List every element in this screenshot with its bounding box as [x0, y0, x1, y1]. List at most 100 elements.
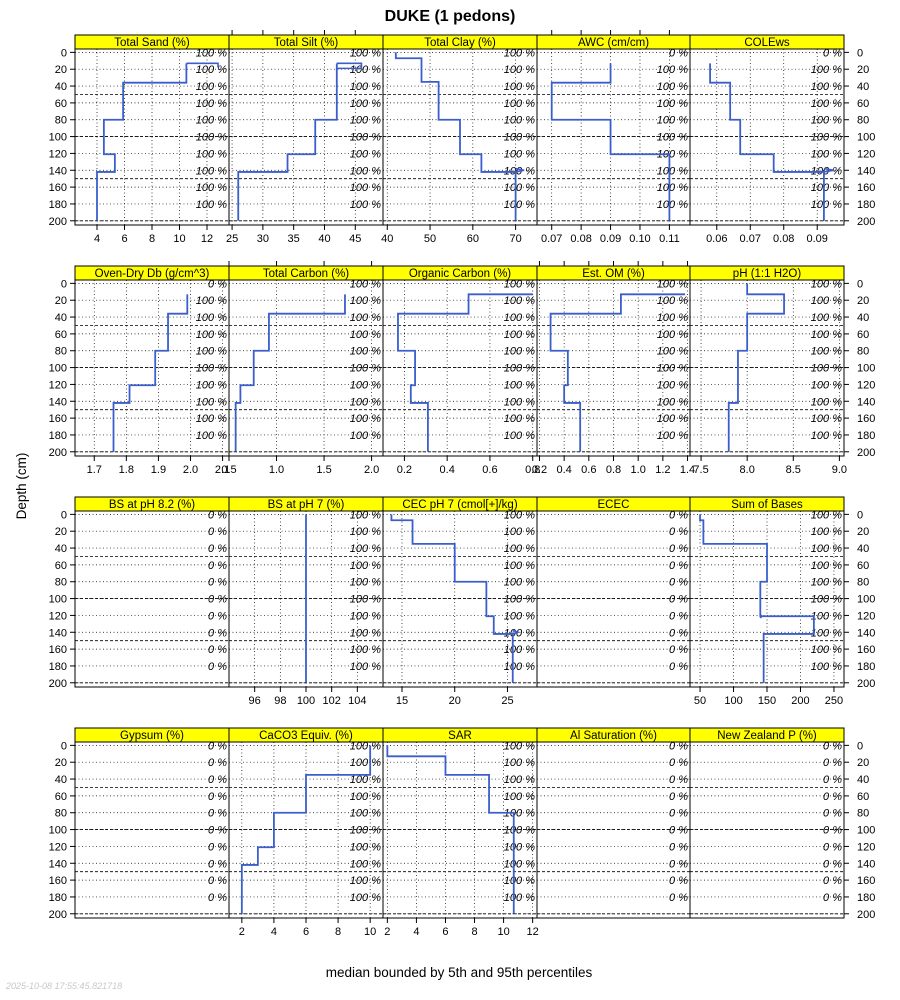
x-tick-label: 6 — [121, 233, 127, 245]
percent-label: 100 % — [350, 644, 381, 656]
x-tick-label: 7.5 — [693, 464, 708, 476]
percent-label: 0 % — [669, 560, 688, 572]
panel-title: Total Sand (%) — [114, 37, 190, 49]
percent-label: 0 % — [208, 808, 227, 820]
x-tick-label: 0.08 — [773, 233, 794, 245]
y-tick-label: 180 — [49, 199, 67, 211]
percent-label: 100 % — [504, 509, 535, 521]
x-tick-label: 0.6 — [581, 464, 596, 476]
percent-label: 100 % — [350, 199, 381, 211]
y-tick-label: 20 — [857, 295, 869, 307]
x-tick-label: 2.0 — [364, 464, 379, 476]
percent-label: 100 % — [196, 132, 227, 144]
x-tick-label: 0.5 — [221, 464, 236, 476]
percent-label: 100 % — [504, 543, 535, 555]
y-tick-label: 80 — [55, 115, 67, 127]
y-tick-label: 140 — [857, 627, 875, 639]
percent-label: 100 % — [196, 182, 227, 194]
y-tick-label: 140 — [49, 396, 67, 408]
y-tick-label: 80 — [857, 346, 869, 358]
percent-label: 100 % — [504, 346, 535, 358]
percent-label: 0 % — [669, 661, 688, 673]
median-profile-line — [397, 293, 533, 452]
percent-label: 100 % — [657, 379, 688, 391]
chart-title: DUKE (1 pedons) — [385, 8, 516, 25]
x-tick-label: 0.8 — [525, 464, 540, 476]
percent-label: 100 % — [504, 295, 535, 307]
x-tick-label: 0.10 — [629, 233, 650, 245]
percent-label: 100 % — [350, 329, 381, 341]
percent-label: 100 % — [504, 560, 535, 572]
percent-label: 100 % — [811, 543, 842, 555]
x-tick-label: 35 — [288, 233, 300, 245]
percent-label: 100 % — [657, 430, 688, 442]
y-tick-label: 160 — [857, 182, 875, 194]
percent-label: 100 % — [657, 363, 688, 375]
percent-label: 0 % — [208, 661, 227, 673]
percent-label: 100 % — [350, 64, 381, 76]
y-tick-label: 40 — [55, 543, 67, 555]
y-tick-label: 20 — [857, 64, 869, 76]
median-profile-line — [550, 63, 671, 221]
percent-label: 0 % — [669, 509, 688, 521]
x-tick-label: 2.1 — [215, 464, 230, 476]
y-tick-label: 120 — [49, 841, 67, 853]
percent-label: 0 % — [208, 875, 227, 887]
percent-label: 100 % — [811, 644, 842, 656]
percent-label: 100 % — [811, 329, 842, 341]
percent-label: 0 % — [669, 841, 688, 853]
percent-label: 100 % — [350, 841, 381, 853]
panel-19: New Zealand P (%) 0 % 0 % 0 % 0 % 0 % 0 % 0 % 0 … — [689, 727, 875, 921]
x-tick-label: 0.07 — [740, 233, 761, 245]
percent-label: 100 % — [350, 627, 381, 639]
y-tick-label: 60 — [55, 791, 67, 803]
y-tick-label: 200 — [857, 909, 875, 921]
panel-11: BS at pH 7 (%) 100 % 100 % 100 % 100 % 100 % 1… — [228, 496, 384, 707]
panel-title: ECEC — [598, 499, 630, 511]
median-profile-line — [112, 294, 189, 452]
percent-label: 100 % — [657, 115, 688, 127]
x-axis-title: median bounded by 5th and 95th percentil… — [326, 965, 593, 980]
percent-label: 100 % — [811, 661, 842, 673]
y-tick-label: 60 — [55, 98, 67, 110]
x-tick-label: 8 — [149, 233, 155, 245]
percent-label: 0 % — [823, 740, 842, 752]
y-tick-label: 180 — [49, 892, 67, 904]
panel-title: SAR — [448, 730, 472, 742]
percent-label: 100 % — [196, 430, 227, 442]
panel-18: Al Saturation (%) 0 % 0 % 0 % 0 % 0 % 0 % 0 % 0 … — [536, 727, 691, 919]
percent-label: 100 % — [504, 791, 535, 803]
y-tick-label: 160 — [49, 182, 67, 194]
x-tick-label: 15 — [396, 695, 408, 707]
percent-label: 100 % — [350, 543, 381, 555]
y-tick-label: 80 — [857, 577, 869, 589]
percent-label: 100 % — [504, 825, 535, 837]
percent-label: 0 % — [669, 526, 688, 538]
x-tick-label: 98 — [274, 695, 286, 707]
y-tick-label: 180 — [857, 199, 875, 211]
percent-label: 0 % — [208, 610, 227, 622]
y-tick-label: 200 — [857, 216, 875, 228]
percent-label: 100 % — [657, 312, 688, 324]
percentile-band — [186, 62, 219, 68]
median-profile-line — [96, 63, 188, 221]
percentile-band — [512, 629, 521, 635]
y-tick-label: 200 — [857, 678, 875, 690]
y-tick-label: 120 — [857, 148, 875, 160]
percent-label: 0 % — [208, 594, 227, 606]
percent-label: 100 % — [504, 81, 535, 93]
percent-label: 100 % — [811, 278, 842, 290]
percent-label: 100 % — [350, 509, 381, 521]
percent-label: 100 % — [811, 627, 842, 639]
percent-label: 100 % — [657, 396, 688, 408]
percent-label: 0 % — [669, 791, 688, 803]
percent-label: 0 % — [208, 757, 227, 769]
percent-label: 100 % — [504, 875, 535, 887]
median-profile-line — [549, 293, 686, 452]
y-tick-label: 40 — [857, 774, 869, 786]
panel-frame — [536, 510, 691, 688]
y-tick-label: 80 — [55, 577, 67, 589]
percent-label: 100 % — [350, 526, 381, 538]
y-tick-label: 20 — [55, 757, 67, 769]
y-tick-label: 60 — [857, 98, 869, 110]
